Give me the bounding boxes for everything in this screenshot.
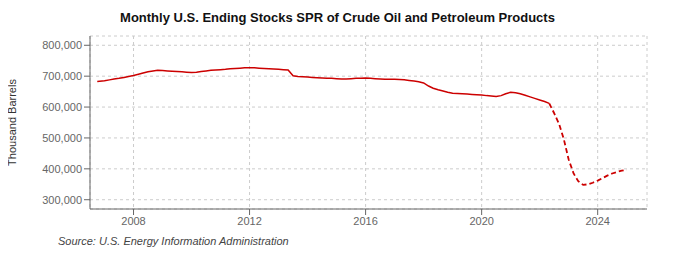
svg-text:2016: 2016 <box>353 215 377 227</box>
svg-text:2020: 2020 <box>469 215 493 227</box>
svg-text:2012: 2012 <box>237 215 261 227</box>
svg-text:Thousand Barrels: Thousand Barrels <box>8 79 18 166</box>
svg-text:2008: 2008 <box>121 215 145 227</box>
svg-text:500,000: 500,000 <box>42 132 82 144</box>
svg-text:800,000: 800,000 <box>42 39 82 51</box>
svg-text:2024: 2024 <box>585 215 609 227</box>
svg-text:600,000: 600,000 <box>42 101 82 113</box>
html-text:Source: U.S. Energy Informatio: Source: U.S. Energy Information Administ… <box>58 235 289 247</box>
html-text:Monthly U.S. Ending Stocks SPR: Monthly U.S. Ending Stocks SPR of Crude … <box>120 10 555 25</box>
svg-text:300,000: 300,000 <box>42 194 82 206</box>
svg-text:400,000: 400,000 <box>42 163 82 175</box>
svg-text:700,000: 700,000 <box>42 70 82 82</box>
